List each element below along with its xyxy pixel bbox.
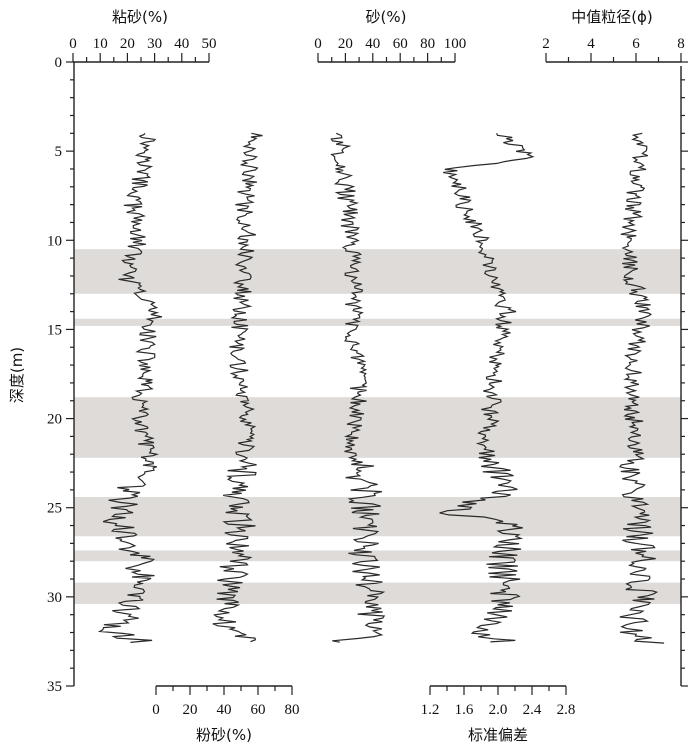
x-tick-label-sd: 2.4: [523, 702, 542, 718]
x-tick-label-clay: 0: [69, 36, 77, 52]
shaded-band-0: [74, 249, 681, 294]
shaded-band-4: [74, 550, 681, 562]
series-line-sd: [439, 133, 535, 643]
x-tick-label-clay: 20: [120, 36, 135, 52]
x-tick-label-md: 6: [632, 36, 640, 52]
x-tick-label-silt: 0: [152, 702, 160, 718]
x-tick-label-sand: 100: [444, 36, 467, 52]
series-line-silt: [212, 132, 263, 643]
x-tick-label-clay: 30: [147, 36, 162, 52]
x-tick-label-clay: 10: [93, 36, 108, 52]
axes: 0 5 10 15 20 25 30 35 0 10 20 30 40 50 0 20 40 60 80 0 20 40 6…: [47, 36, 688, 718]
depth-tick-label-5: 5: [55, 144, 63, 160]
x-tick-label-sd: 2.0: [489, 702, 508, 718]
panel-title-silt: 粉砂(%): [196, 726, 252, 744]
x-tick-label-clay: 50: [202, 36, 217, 52]
panel-title-sand: 砂(%): [366, 8, 407, 26]
x-tick-label-sand: 40: [365, 36, 380, 52]
depth-tick-label-0: 0: [55, 55, 63, 71]
x-tick-label-silt: 20: [183, 702, 198, 718]
x-tick-label-sand: 60: [393, 36, 408, 52]
shaded-band-1: [74, 318, 681, 326]
shaded-intervals: [74, 249, 681, 604]
x-tick-label-md: 8: [677, 36, 685, 52]
shaded-band-5: [74, 582, 681, 604]
panel-title-sd: 标准偏差: [468, 726, 528, 744]
x-tick-label-silt: 40: [217, 702, 232, 718]
series-line-sand: [330, 132, 386, 643]
depth-tick-label-20: 20: [47, 412, 62, 428]
x-tick-label-md: 4: [587, 36, 595, 52]
panel-title-clay: 粘砂(%): [112, 8, 168, 26]
x-tick-label-silt: 80: [285, 702, 300, 718]
x-tick-label-sand: 0: [314, 36, 322, 52]
series-line-md: [619, 132, 665, 644]
x-tick-label-clay: 40: [174, 36, 189, 52]
depth-tick-label-30: 30: [47, 590, 62, 606]
x-tick-label-sd: 1.6: [455, 702, 474, 718]
shaded-band-2: [74, 397, 681, 458]
depth-tick-label-10: 10: [47, 233, 62, 249]
x-tick-label-md: 2: [542, 36, 550, 52]
depth-tick-label-35: 35: [47, 679, 62, 695]
depth-tick-label-25: 25: [47, 501, 62, 517]
x-tick-label-silt: 60: [251, 702, 266, 718]
x-tick-label-sand: 20: [338, 36, 353, 52]
panel-title-median: 中值粒径(ϕ): [571, 8, 653, 26]
shaded-band-3: [74, 497, 681, 537]
depth-tick-label-15: 15: [47, 322, 62, 338]
series-line-clay: [97, 132, 163, 643]
x-tick-label-sand: 80: [420, 36, 435, 52]
series-lines: [97, 132, 665, 644]
x-tick-label-sd: 1.2: [421, 702, 440, 718]
y-axis-title: 深度(m): [8, 347, 26, 403]
x-tick-label-sd: 2.8: [557, 702, 576, 718]
